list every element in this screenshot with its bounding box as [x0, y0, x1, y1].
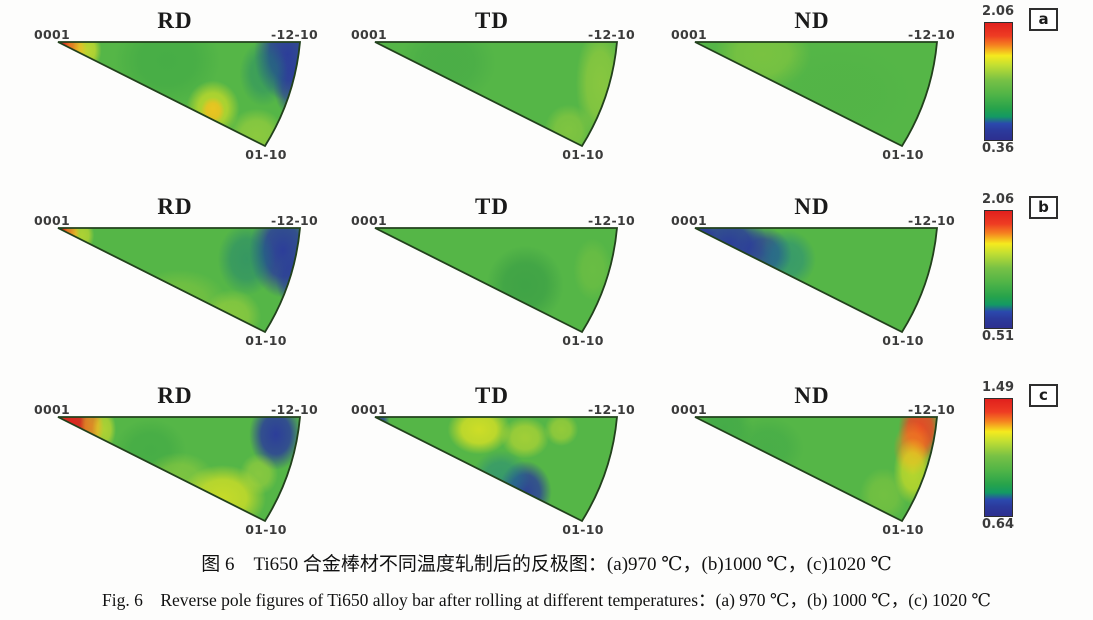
- caption-chinese: 图 6 Ti650 合金棒材不同温度轧制后的反极图：(a)970 ℃，(b)10…: [201, 554, 892, 575]
- pole-label-bottom: 01-10: [562, 333, 604, 348]
- ipf-wedge-svg: [694, 41, 938, 148]
- colorbar-unit-c: 1.49 0.64: [976, 380, 1020, 535]
- colorbar-min-label: 0.64: [981, 517, 1015, 532]
- colorbar: [983, 210, 1013, 329]
- ipf-wedge-svg: [374, 416, 618, 523]
- pole-label-bottom: 01-10: [882, 147, 924, 162]
- ipf-wedge-svg: [694, 227, 938, 334]
- panel-direction-title: RD: [157, 8, 193, 33]
- ipf-wedge-svg: [374, 41, 618, 148]
- colorbar-unit-b: 2.06 0.51: [976, 192, 1020, 347]
- pole-label-apex: 0001: [671, 27, 707, 42]
- colorbar-max-label: 2.06: [981, 4, 1015, 19]
- ipf-wedge-svg: [374, 227, 618, 334]
- panel-direction-title: ND: [794, 194, 830, 219]
- subfigure-letter: c: [1039, 386, 1048, 404]
- pole-label-apex: 0001: [34, 402, 70, 417]
- pole-label-apex: 0001: [34, 27, 70, 42]
- pole-label-top-right: -12-10: [588, 402, 635, 417]
- panel-direction-title: ND: [794, 8, 830, 33]
- colorbar-unit-a: 2.06 0.36: [976, 4, 1020, 159]
- subfigure-tag-a: a: [1029, 8, 1058, 31]
- ipf-panel-a-nd: ND 0001 -12-10 01-10: [657, 6, 967, 176]
- panel-direction-title: ND: [794, 383, 830, 408]
- subfigure-tag-b: b: [1029, 196, 1058, 219]
- colorbar: [983, 398, 1013, 517]
- pole-label-bottom: 01-10: [882, 522, 924, 537]
- panel-direction-title: RD: [157, 194, 193, 219]
- ipf-panel-c-td: TD 0001 -12-10 01-10: [337, 381, 647, 551]
- pole-label-bottom: 01-10: [245, 147, 287, 162]
- subfigure-letter: b: [1038, 198, 1049, 216]
- pole-label-top-right: -12-10: [271, 402, 318, 417]
- ipf-wedge-svg: [57, 416, 301, 523]
- ipf-wedge-svg: [57, 41, 301, 148]
- pole-label-apex: 0001: [671, 213, 707, 228]
- colorbar-max-label: 1.49: [981, 380, 1015, 395]
- ipf-panel-a-td: TD 0001 -12-10 01-10: [337, 6, 647, 176]
- ipf-panel-c-rd: RD 0001 -12-10 01-10: [20, 381, 330, 551]
- subfigure-tag-c: c: [1029, 384, 1058, 407]
- pole-label-bottom: 01-10: [245, 522, 287, 537]
- colorbar-max-label: 2.06: [981, 192, 1015, 207]
- pole-label-bottom: 01-10: [562, 147, 604, 162]
- ipf-panel-a-rd: RD 0001 -12-10 01-10: [20, 6, 330, 176]
- ipf-panel-b-td: TD 0001 -12-10 01-10: [337, 192, 647, 362]
- panel-direction-title: TD: [475, 8, 509, 33]
- pole-label-bottom: 01-10: [562, 522, 604, 537]
- panel-direction-title: RD: [157, 383, 193, 408]
- pole-label-apex: 0001: [351, 402, 387, 417]
- pole-label-apex: 0001: [351, 27, 387, 42]
- pole-label-top-right: -12-10: [271, 213, 318, 228]
- ipf-wedge-svg: [57, 227, 301, 334]
- subfigure-letter: a: [1038, 10, 1049, 28]
- ipf-panel-c-nd: ND 0001 -12-10 01-10: [657, 381, 967, 551]
- pole-label-top-right: -12-10: [271, 27, 318, 42]
- pole-label-top-right: -12-10: [588, 213, 635, 228]
- pole-label-bottom: 01-10: [882, 333, 924, 348]
- pole-label-top-right: -12-10: [908, 27, 955, 42]
- colorbar-min-label: 0.51: [981, 329, 1015, 344]
- pole-label-top-right: -12-10: [588, 27, 635, 42]
- pole-label-apex: 0001: [351, 213, 387, 228]
- ipf-wedge-svg: [694, 416, 938, 523]
- panel-direction-title: TD: [475, 383, 509, 408]
- caption-english: Fig. 6 Reverse pole figures of Ti650 all…: [102, 590, 991, 610]
- colorbar: [983, 22, 1013, 141]
- pole-label-top-right: -12-10: [908, 213, 955, 228]
- ipf-panel-b-nd: ND 0001 -12-10 01-10: [657, 192, 967, 362]
- pole-label-bottom: 01-10: [245, 333, 287, 348]
- panel-direction-title: TD: [475, 194, 509, 219]
- ipf-panel-b-rd: RD 0001 -12-10 01-10: [20, 192, 330, 362]
- pole-label-apex: 0001: [34, 213, 70, 228]
- colorbar-min-label: 0.36: [981, 141, 1015, 156]
- pole-label-top-right: -12-10: [908, 402, 955, 417]
- pole-label-apex: 0001: [671, 402, 707, 417]
